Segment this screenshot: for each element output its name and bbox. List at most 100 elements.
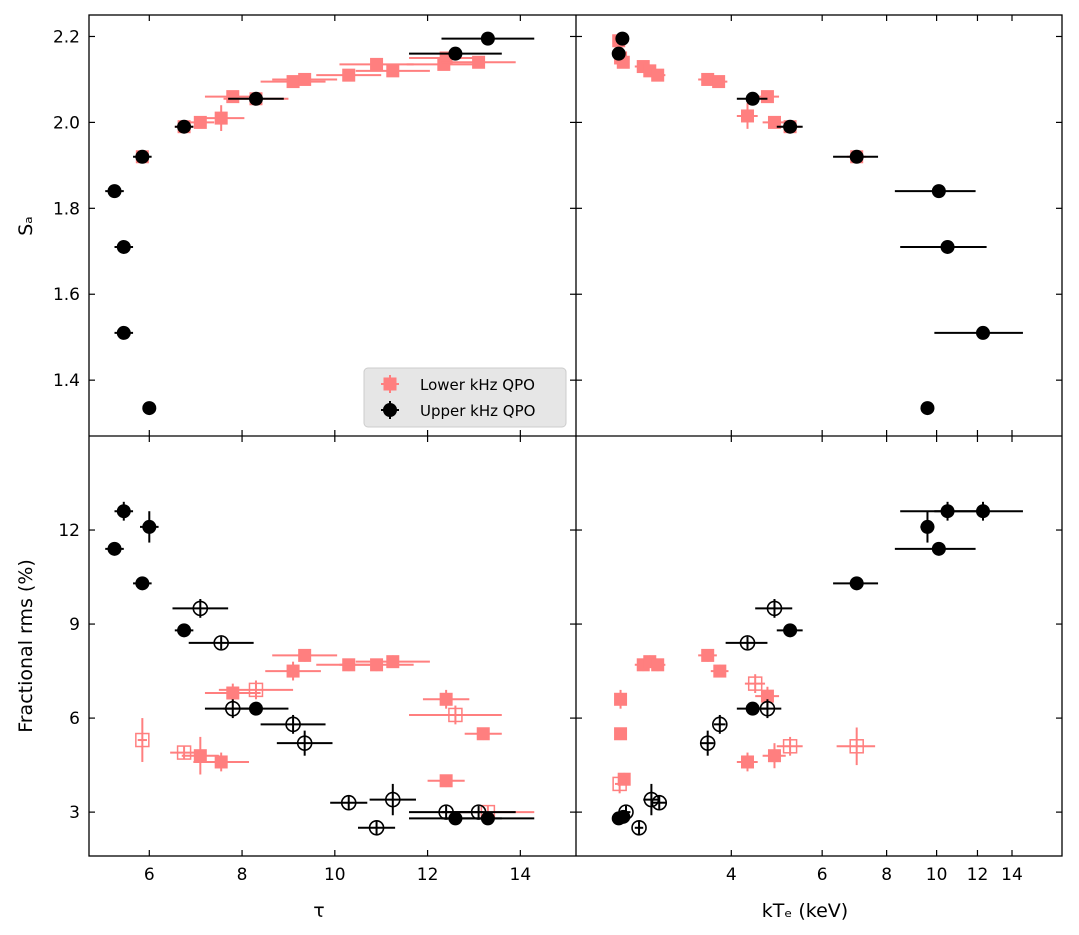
kte-sa-series-1-point-8 (934, 325, 1023, 340)
tau-sa-series-0 (135, 51, 516, 164)
kte-sa-series-0-point-5 (649, 68, 666, 82)
tau-rms-series-2-point-4 (174, 623, 194, 638)
tau-rms-ytick-label-0: 3 (69, 803, 80, 823)
legend-upper-marker (381, 401, 399, 419)
legend-box (363, 367, 567, 428)
kte-rms-xtick-label-1: 6 (817, 865, 828, 885)
tau-sa-series-1-point-1 (114, 239, 134, 254)
tau-sa-ytick-label-2: 1.8 (53, 199, 80, 219)
kte-rms-marker-3-7 (759, 700, 776, 717)
panel-tau-vs-sa: 1.4 1.6 1.8 2.0 2.2 (53, 15, 576, 436)
kte-sa-series-1-point-1 (615, 31, 630, 46)
kte-rms-series-3-point-5 (712, 714, 728, 734)
tau-rms-series-3-point-3 (260, 714, 326, 734)
kte-rms-series-1-point-2 (776, 736, 803, 756)
kte-sa-marker-0-6 (701, 72, 715, 86)
tau-rms-series-3 (172, 598, 516, 836)
kte-rms-series-3-point-6 (725, 635, 768, 651)
tau-rms-ytick-label-1: 6 (69, 709, 80, 729)
kte-rms-series-2-point-8 (934, 501, 1023, 521)
kte-rms-marker-3-5 (712, 716, 728, 733)
kte-rms-series-2-point-6 (894, 541, 976, 556)
tau-sa-series-1 (105, 31, 535, 416)
tau-rms-marker-0-0 (193, 749, 207, 763)
kte-rms-marker-2-8 (975, 504, 990, 519)
tau-rms-marker-0-8 (439, 692, 453, 706)
tau-rms-marker-3-1 (213, 635, 229, 651)
kte-sa-series-0-point-7 (709, 75, 728, 89)
tau-sa-series-1-point-5 (174, 119, 194, 134)
tau-rms-marker-0-7 (386, 655, 400, 669)
tau-sa-series-0-point-3 (197, 105, 245, 131)
kte-rms-series-1-point-3 (836, 727, 876, 766)
tau-rms-series-3-point-9 (441, 804, 516, 820)
kte-rms-marker-0-9 (760, 689, 774, 703)
tau-sa-series-0-point-10 (355, 64, 430, 78)
tau-sa-series-0-point-7 (272, 72, 338, 86)
kte-rms-series-3-point-7 (752, 699, 782, 719)
tau-sa-series-1-point-2 (114, 325, 134, 340)
tau-rms-xtick-label-3: 12 (417, 865, 439, 885)
tau-sa-series-1-point-4 (142, 401, 157, 416)
kte-sa-marker-1-0 (611, 46, 626, 61)
kte-rms-series-1-point-1 (744, 674, 766, 694)
tau-rms-marker-0-10 (476, 727, 490, 741)
tau-rms-series-0-point-4 (272, 648, 338, 662)
kte-rms-series-3-point-2 (643, 783, 660, 816)
tau-rms-marker-3-7 (384, 791, 401, 808)
tau-sa-marker-1-0 (107, 184, 122, 199)
kte-rms-series-0-point-10 (762, 743, 786, 769)
kte-rms-series-0-point-1 (614, 727, 628, 741)
tau-sa-marker-0-7 (298, 72, 312, 86)
kte-rms-series-1-point-0 (612, 774, 627, 794)
kte-rms-marker-1-2 (782, 739, 798, 754)
tau-rms-series-3-point-5 (330, 794, 368, 811)
kte-rms-xtick-label-0: 4 (726, 865, 737, 885)
tau-rms-series-1-point-2 (218, 680, 294, 700)
kte-rms-marker-0-5 (651, 658, 665, 672)
kte-rms-series-0-point-0 (614, 689, 628, 709)
kte-rms-xtick-label-2: 8 (881, 865, 892, 885)
tau-rms-marker-0-6 (370, 658, 384, 672)
tau-rms-marker-0-3 (286, 664, 300, 678)
tau-rms-series-1 (135, 680, 535, 820)
kte-rms-marker-2-3 (783, 623, 798, 638)
kte-rms-xtick-label-4: 12 (967, 865, 989, 885)
x-axis-label-tau: τ (313, 900, 324, 922)
tau-sa-marker-0-3 (214, 111, 228, 125)
tau-rms-series-2-point-2 (133, 576, 152, 591)
kte-rms-marker-3-3 (651, 794, 668, 811)
kte-sa-marker-1-6 (931, 184, 946, 199)
kte-rms-series-3-point-1 (631, 819, 647, 836)
kte-rms-series-0-point-8 (736, 752, 758, 772)
tau-rms-marker-1-0 (135, 732, 150, 748)
tau-sa-series-0-point-8 (316, 68, 382, 82)
legend: Lower kHz QPO Upper kHz QPO (363, 367, 567, 428)
tau-sa-series-1-point-6 (228, 91, 284, 106)
y-axis-label-sa: Sₐ (15, 216, 37, 236)
kte-rms-series-1 (612, 674, 876, 794)
tau-rms-marker-2-1 (116, 504, 131, 519)
kte-rms-marker-2-5 (920, 519, 935, 534)
tau-rms-series-2-point-3 (140, 511, 159, 543)
tau-rms-marker-3-0 (192, 600, 209, 617)
tau-rms-series-2 (105, 501, 535, 826)
kte-rms-marker-3-4 (699, 735, 716, 751)
tau-rms-marker-0-2 (226, 686, 240, 700)
kte-sa-series-1-point-6 (894, 184, 976, 199)
legend-upper-circle (383, 403, 397, 417)
kte-rms-series-3-point-4 (699, 730, 716, 756)
kte-sa-marker-1-8 (975, 325, 990, 340)
tau-rms-marker-1-2 (248, 682, 264, 698)
tau-rms-series-0-point-10 (464, 727, 502, 741)
tau-sa-series-0-point-6 (260, 75, 326, 89)
kte-sa-marker-1-1 (615, 31, 630, 46)
tau-rms-series-3-point-1 (188, 635, 254, 651)
kte-rms-series-2-point-3 (776, 623, 803, 638)
kte-rms-series-0-point-5 (649, 658, 666, 672)
tau-sa-marker-0-13 (472, 55, 486, 69)
tau-rms-series-0-point-8 (422, 689, 470, 709)
tau-rms-xtick-label-1: 8 (237, 865, 248, 885)
tau-sa-series-0-point-13 (441, 55, 516, 69)
